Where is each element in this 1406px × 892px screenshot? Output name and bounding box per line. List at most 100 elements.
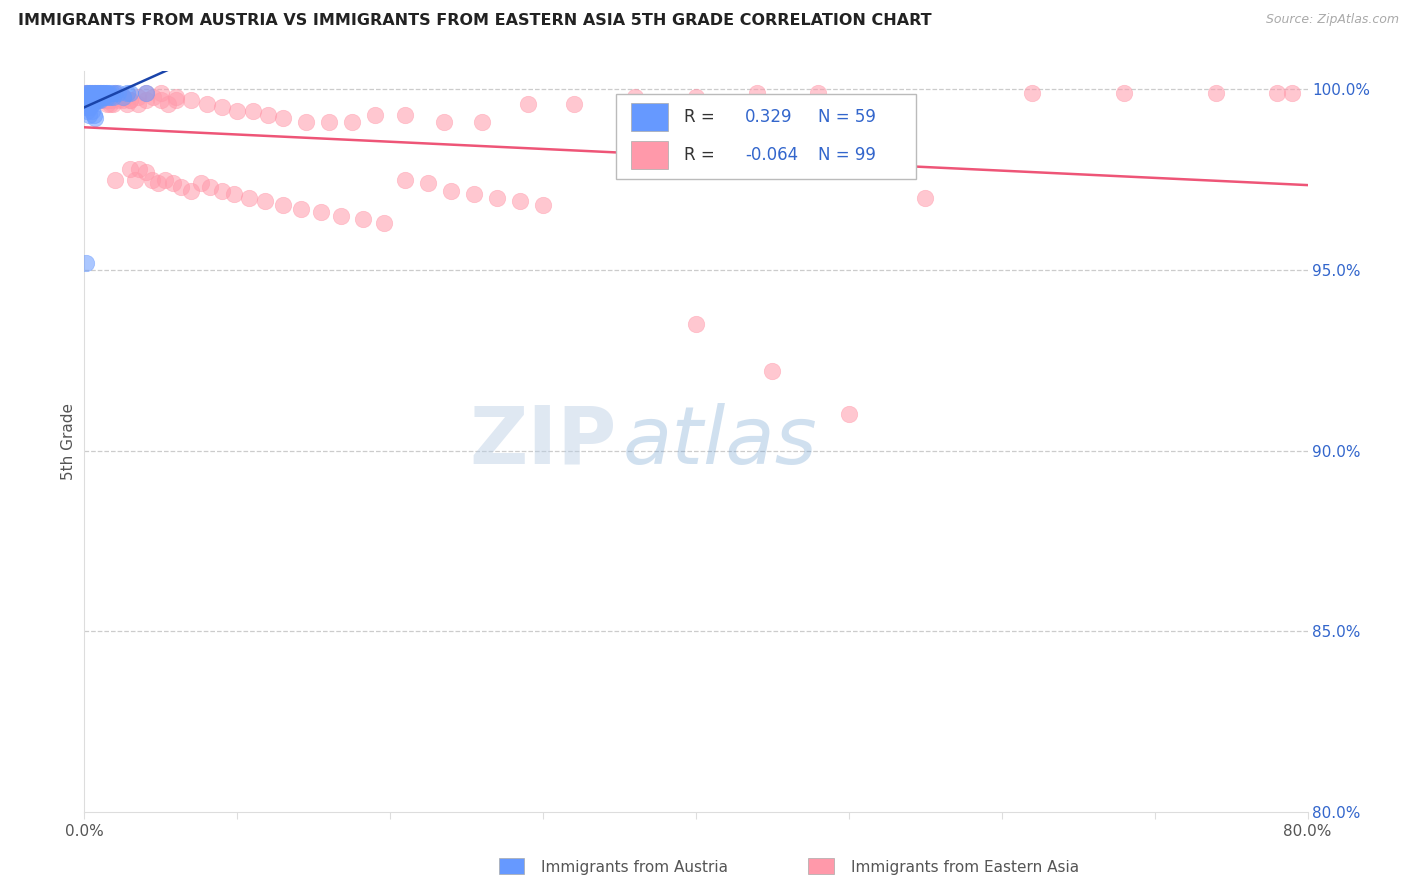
Point: [211, 184, 233, 198]
Point: [1021, 86, 1043, 100]
Point: [914, 191, 936, 205]
Point: [103, 96, 125, 111]
Point: [87, 89, 110, 103]
Point: [111, 89, 134, 103]
Point: [311, 205, 333, 219]
Point: [96, 96, 118, 111]
Point: [87, 86, 110, 100]
Point: [96, 93, 118, 107]
Point: [76, 89, 98, 103]
Point: [135, 165, 157, 179]
Point: [84, 86, 107, 100]
Point: [107, 86, 129, 100]
Point: [838, 408, 860, 422]
Point: [89, 89, 111, 103]
Point: [271, 198, 294, 212]
Point: [75, 256, 97, 270]
Point: [86, 86, 108, 100]
Point: [170, 180, 193, 194]
Point: [79, 86, 101, 100]
Point: [80, 89, 103, 103]
Point: [394, 172, 416, 186]
Point: [79, 86, 101, 100]
Point: [101, 93, 124, 107]
Point: [198, 180, 221, 194]
Point: [135, 86, 157, 100]
Point: [89, 86, 111, 100]
Point: [127, 96, 149, 111]
Point: [562, 96, 585, 111]
Bar: [631, 103, 668, 131]
Point: [211, 100, 233, 114]
Point: [120, 93, 142, 107]
Point: [89, 93, 111, 107]
Point: [685, 89, 707, 103]
Point: [146, 177, 169, 191]
Point: [226, 104, 249, 119]
Point: [77, 86, 100, 100]
Point: [135, 93, 157, 107]
Text: N = 59: N = 59: [818, 108, 876, 127]
Point: [104, 86, 127, 100]
Point: [486, 191, 509, 205]
Point: [84, 86, 107, 100]
Text: atlas: atlas: [623, 402, 817, 481]
Point: [91, 86, 114, 100]
Point: [83, 108, 105, 122]
Point: [91, 93, 114, 107]
Point: [89, 86, 111, 100]
Point: [76, 104, 98, 119]
Point: [90, 89, 112, 103]
Point: [373, 216, 395, 230]
Point: [747, 86, 769, 100]
Point: [76, 93, 98, 107]
Point: [290, 202, 312, 216]
Point: [516, 96, 538, 111]
Point: [77, 108, 100, 122]
Point: [124, 172, 146, 186]
Point: [141, 172, 163, 186]
Point: [352, 212, 374, 227]
Point: [115, 96, 138, 111]
Text: N = 99: N = 99: [818, 146, 876, 164]
Point: [120, 86, 142, 100]
Point: [79, 93, 101, 107]
Point: [94, 93, 117, 107]
Point: [295, 115, 318, 129]
Point: [318, 115, 340, 129]
Point: [77, 89, 100, 103]
Point: [87, 93, 110, 107]
Point: [1114, 86, 1136, 100]
Point: [440, 184, 463, 198]
Point: [165, 93, 187, 107]
Point: [238, 191, 260, 205]
Point: [180, 184, 202, 198]
Point: [77, 96, 100, 111]
Point: [91, 89, 114, 103]
Point: [761, 364, 783, 378]
Point: [471, 115, 494, 129]
Text: ZIP: ZIP: [470, 402, 616, 481]
Point: [180, 93, 202, 107]
Point: [84, 93, 107, 107]
Point: [111, 89, 134, 103]
Point: [96, 86, 118, 100]
Point: [93, 86, 115, 100]
Point: [111, 93, 134, 107]
Point: [120, 161, 142, 176]
Point: [685, 317, 707, 331]
Point: [190, 177, 212, 191]
Point: [75, 86, 97, 100]
Point: [83, 93, 105, 107]
Point: [83, 89, 105, 103]
Point: [135, 86, 157, 100]
Text: R =: R =: [683, 146, 714, 164]
Point: [79, 100, 101, 114]
Point: [165, 89, 187, 103]
Point: [75, 86, 97, 100]
Point: [115, 86, 138, 100]
Point: [271, 112, 294, 126]
Point: [120, 93, 142, 107]
Point: [157, 96, 180, 111]
Point: [75, 100, 97, 114]
